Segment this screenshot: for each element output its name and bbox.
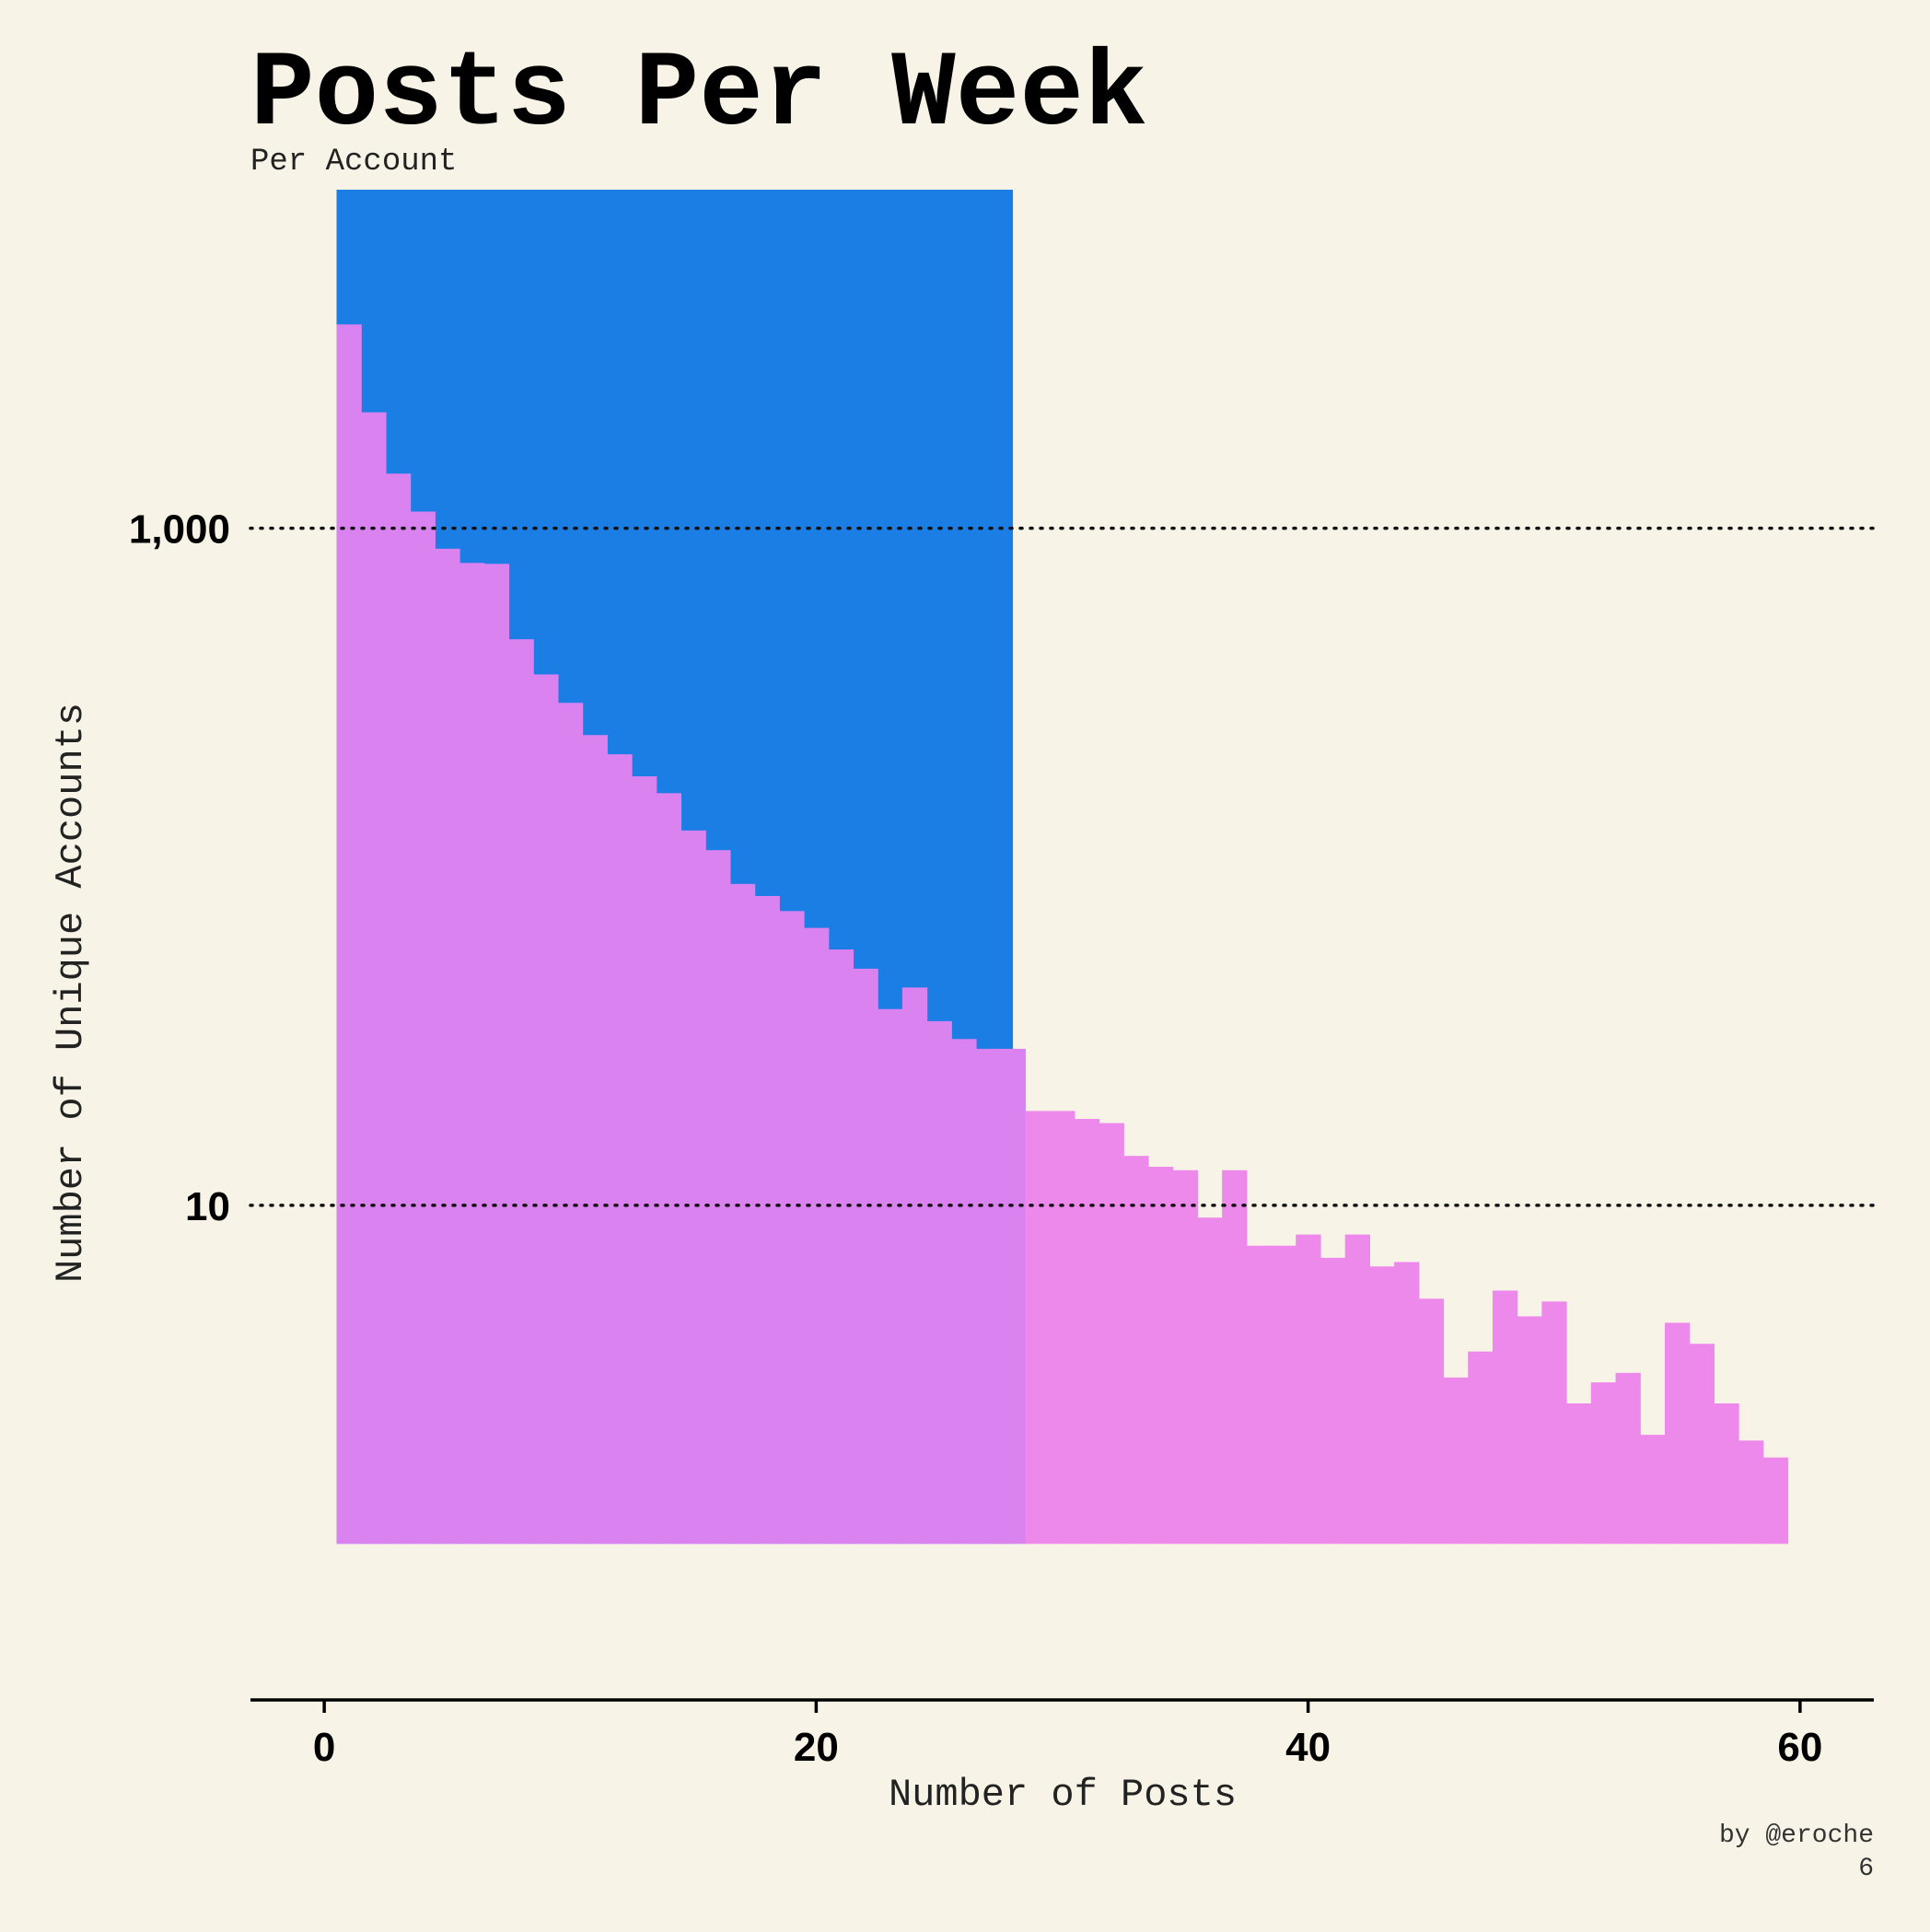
bar	[1271, 1245, 1296, 1544]
gridlines-layer	[249, 526, 1876, 1207]
y-tick-label: 1,000	[129, 507, 230, 553]
chart-subtitle: Per Account	[250, 145, 457, 180]
bar	[1222, 1170, 1248, 1544]
bar	[1689, 1344, 1715, 1544]
bar	[1123, 1156, 1149, 1544]
bar	[779, 911, 805, 1544]
bar	[1443, 1377, 1469, 1544]
bar	[901, 987, 928, 1544]
bar	[1615, 1372, 1641, 1544]
y-tick-label: 10	[185, 1184, 230, 1229]
bars-layer	[336, 324, 1789, 1544]
bar	[656, 793, 682, 1544]
bar	[1344, 1234, 1371, 1544]
bar	[1762, 1457, 1789, 1544]
bar	[680, 830, 706, 1544]
bar	[1566, 1402, 1592, 1544]
bar	[632, 776, 657, 1544]
bar	[459, 563, 485, 1544]
bar	[926, 1020, 952, 1544]
bar	[976, 1048, 1002, 1544]
bar	[435, 548, 460, 1544]
bar	[1000, 1048, 1027, 1544]
bar	[1418, 1298, 1445, 1544]
bar	[1172, 1170, 1199, 1544]
bar	[361, 412, 387, 1544]
bar	[1492, 1290, 1518, 1544]
y-axis-label: Number of Unique Accounts	[49, 703, 93, 1283]
bar	[1320, 1257, 1346, 1544]
bar	[1664, 1322, 1691, 1544]
bar	[754, 895, 780, 1544]
bar	[1246, 1245, 1273, 1544]
bar	[1369, 1266, 1395, 1544]
bar	[1517, 1316, 1542, 1544]
bar	[410, 511, 436, 1544]
bar	[582, 735, 608, 1544]
bar	[828, 949, 855, 1544]
bar	[1714, 1402, 1739, 1544]
bar	[1296, 1234, 1321, 1544]
bar	[1640, 1435, 1666, 1544]
chart-title: Posts Per Week	[250, 34, 1148, 156]
bar	[533, 674, 559, 1544]
bar	[1050, 1111, 1075, 1544]
page-number: 6	[1858, 1855, 1874, 1883]
bar	[1197, 1217, 1223, 1544]
bar	[951, 1039, 977, 1544]
bar	[1147, 1167, 1174, 1544]
bar	[1099, 1123, 1124, 1544]
bar	[804, 927, 830, 1544]
x-tick-label: 0	[313, 1725, 335, 1770]
bar	[1541, 1301, 1567, 1544]
x-tick-label: 20	[794, 1725, 839, 1770]
bar	[385, 473, 412, 1544]
bar	[1468, 1351, 1494, 1544]
credit-author: by @eroche	[1719, 1821, 1874, 1850]
bar	[1738, 1440, 1764, 1544]
bar	[508, 639, 534, 1544]
bar	[1074, 1119, 1100, 1544]
bar	[1025, 1111, 1051, 1544]
bar	[336, 324, 362, 1544]
bar	[1590, 1382, 1617, 1544]
x-axis-label: Number of Posts	[889, 1773, 1237, 1817]
bar	[878, 1008, 903, 1544]
bar	[705, 850, 731, 1544]
y-axis-ticks: 10 1,000	[129, 507, 230, 1229]
bar	[1394, 1262, 1420, 1544]
x-axis-ticks: 0 20 40 60	[313, 1700, 1822, 1770]
bar	[853, 968, 878, 1544]
bar	[483, 564, 510, 1544]
x-tick-label: 40	[1285, 1725, 1331, 1770]
bar	[729, 883, 756, 1544]
bar	[607, 754, 633, 1544]
bar	[557, 703, 584, 1544]
x-tick-label: 60	[1777, 1725, 1822, 1770]
